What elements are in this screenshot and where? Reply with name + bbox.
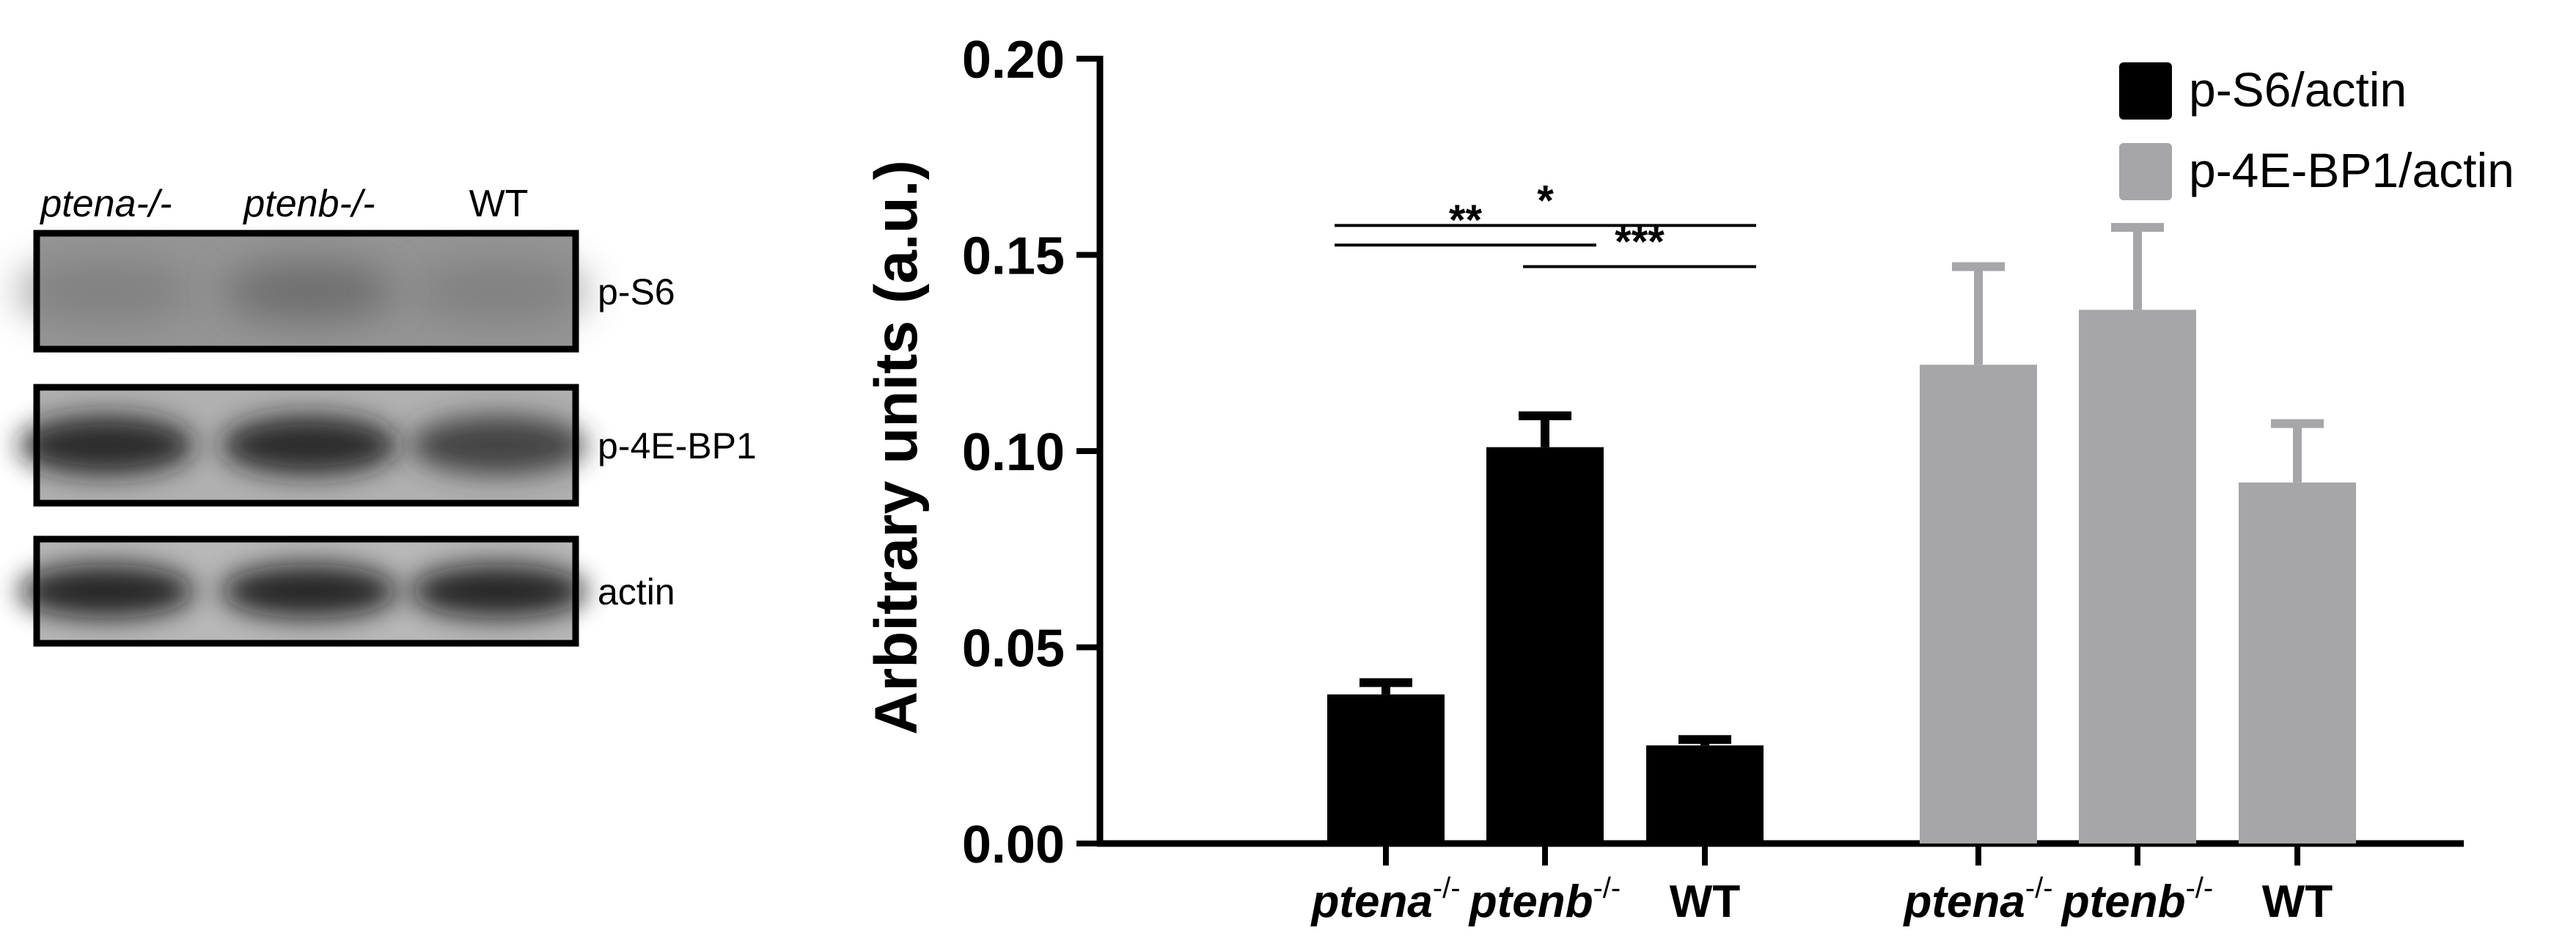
blot-strip xyxy=(18,230,587,353)
x-tick-label: ptenb-/- xyxy=(1468,872,1621,927)
blot-band xyxy=(18,260,194,322)
significance-label: * xyxy=(1537,177,1554,224)
bar xyxy=(1327,694,1445,844)
legend-swatch xyxy=(2119,62,2172,120)
y-axis-label: Arbitrary units (a.u.) xyxy=(863,160,930,735)
blot-band xyxy=(411,260,587,322)
legend-entry: p-S6/actin xyxy=(2119,62,2407,120)
western-blot-figure: ptena-/- ptenb-/- WT p-S6 p-4E-BP1 actin xyxy=(18,183,757,647)
y-tick-label: 0.05 xyxy=(962,620,1065,678)
bar xyxy=(2079,310,2196,844)
lane-label: ptena-/- xyxy=(39,183,172,225)
blot-band xyxy=(411,414,587,476)
blot-band xyxy=(18,564,194,618)
legend-label: p-4E-BP1/actin xyxy=(2189,143,2514,197)
band-label: actin xyxy=(598,571,675,612)
legend-label: p-S6/actin xyxy=(2189,62,2407,117)
blot-band xyxy=(18,414,194,476)
y-tick-label: 0.15 xyxy=(962,227,1065,286)
band-label: p-4E-BP1 xyxy=(598,425,757,466)
x-tick-label: WT xyxy=(2262,877,2333,927)
bar-chart: 0.000.050.100.150.20 ptena-/- ptenb-/- WT p… xyxy=(863,31,2514,927)
y-tick-label: 0.20 xyxy=(962,31,1065,89)
western-blot-panel: ptena-/- ptenb-/- WT p-S6 p-4E-BP1 actin xyxy=(0,0,843,940)
blot-strip xyxy=(18,384,587,507)
significance-label: ** xyxy=(1449,197,1483,244)
blot-band xyxy=(221,564,397,618)
bar xyxy=(2239,482,2356,844)
x-tick-label: ptenb-/- xyxy=(2061,872,2214,927)
band-label: p-S6 xyxy=(598,271,675,312)
bar xyxy=(1486,447,1604,844)
x-tick-label: ptena-/- xyxy=(1310,872,1460,927)
bar xyxy=(1646,745,1764,844)
lane-label: WT xyxy=(469,183,529,225)
bar xyxy=(1920,365,2037,844)
blot-band xyxy=(221,260,397,322)
blot-band xyxy=(221,414,397,476)
lane-label: ptenb-/- xyxy=(242,183,375,225)
x-tick-label: WT xyxy=(1670,877,1741,927)
y-tick-label: 0.00 xyxy=(962,816,1065,874)
blot-band xyxy=(411,564,587,618)
y-tick-label: 0.10 xyxy=(962,423,1065,482)
x-tick-label: ptena-/- xyxy=(1902,872,2052,927)
legend-swatch xyxy=(2119,143,2172,200)
significance-label: *** xyxy=(1615,219,1665,266)
legend-entry: p-4E-BP1/actin xyxy=(2119,143,2514,200)
blot-strip xyxy=(18,535,587,647)
bar-chart-panel: 0.00 0.05 0.10 0.15 0.20 ptena-/- ptenb-/- WT p… xyxy=(843,0,2576,940)
